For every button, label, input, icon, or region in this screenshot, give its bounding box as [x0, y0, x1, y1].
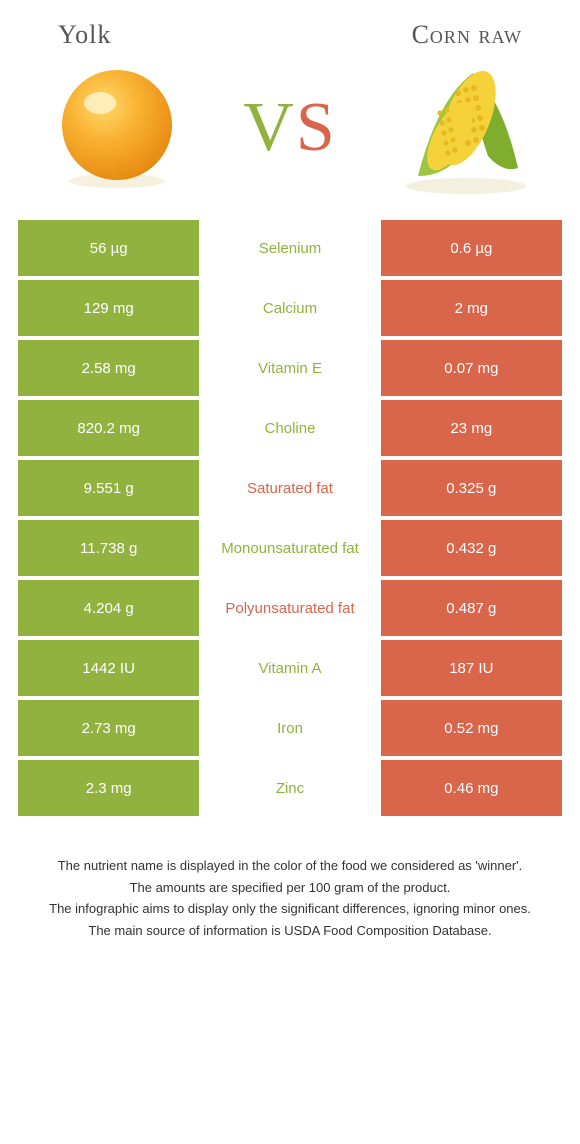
left-value: 2.73 mg	[18, 700, 199, 756]
nutrient-label: Choline	[199, 400, 380, 456]
nutrient-label: Polyunsaturated fat	[199, 580, 380, 636]
table-row: 2.58 mgVitamin E0.07 mg	[18, 340, 562, 396]
footer-line-3: The infographic aims to display only the…	[28, 899, 552, 919]
infographic-container: Yolk Corn raw VS	[0, 0, 580, 940]
comparison-table: 56 µgSelenium0.6 µg129 mgCalcium2 mg2.58…	[18, 220, 562, 816]
table-row: 11.738 gMonounsaturated fat0.432 g	[18, 520, 562, 576]
right-value: 0.07 mg	[381, 340, 562, 396]
images-row: VS	[18, 58, 562, 198]
vs-label: VS	[243, 88, 337, 168]
table-row: 129 mgCalcium2 mg	[18, 280, 562, 336]
right-value: 0.432 g	[381, 520, 562, 576]
nutrient-label: Monounsaturated fat	[199, 520, 380, 576]
right-value: 23 mg	[381, 400, 562, 456]
left-value: 2.3 mg	[18, 760, 199, 816]
nutrient-label: Vitamin E	[199, 340, 380, 396]
left-value: 9.551 g	[18, 460, 199, 516]
right-value: 0.487 g	[381, 580, 562, 636]
footer-line-1: The nutrient name is displayed in the co…	[28, 856, 552, 876]
corn-image	[388, 58, 538, 198]
nutrient-label: Selenium	[199, 220, 380, 276]
right-value: 0.52 mg	[381, 700, 562, 756]
nutrient-label: Iron	[199, 700, 380, 756]
table-row: 820.2 mgCholine23 mg	[18, 400, 562, 456]
left-value: 1442 IU	[18, 640, 199, 696]
nutrient-label: Zinc	[199, 760, 380, 816]
vs-v: V	[243, 89, 296, 166]
left-value: 2.58 mg	[18, 340, 199, 396]
right-title: Corn raw	[412, 20, 522, 50]
table-row: 4.204 gPolyunsaturated fat0.487 g	[18, 580, 562, 636]
corn-icon	[388, 58, 538, 198]
nutrient-label: Calcium	[199, 280, 380, 336]
nutrient-label: Vitamin A	[199, 640, 380, 696]
right-value: 0.46 mg	[381, 760, 562, 816]
left-value: 11.738 g	[18, 520, 199, 576]
right-value: 187 IU	[381, 640, 562, 696]
yolk-icon	[52, 63, 182, 193]
footer-line-2: The amounts are specified per 100 gram o…	[28, 878, 552, 898]
left-value: 56 µg	[18, 220, 199, 276]
yolk-image	[42, 58, 192, 198]
right-value: 0.325 g	[381, 460, 562, 516]
table-row: 9.551 gSaturated fat0.325 g	[18, 460, 562, 516]
table-row: 1442 IUVitamin A187 IU	[18, 640, 562, 696]
header-row: Yolk Corn raw	[18, 20, 562, 50]
right-value: 2 mg	[381, 280, 562, 336]
left-value: 820.2 mg	[18, 400, 199, 456]
left-title: Yolk	[58, 20, 111, 50]
nutrient-label: Saturated fat	[199, 460, 380, 516]
vs-s: S	[296, 89, 337, 166]
table-row: 56 µgSelenium0.6 µg	[18, 220, 562, 276]
left-value: 129 mg	[18, 280, 199, 336]
table-row: 2.73 mgIron0.52 mg	[18, 700, 562, 756]
footer-notes: The nutrient name is displayed in the co…	[18, 816, 562, 940]
table-row: 2.3 mgZinc0.46 mg	[18, 760, 562, 816]
footer-line-4: The main source of information is USDA F…	[28, 921, 552, 941]
right-value: 0.6 µg	[381, 220, 562, 276]
left-value: 4.204 g	[18, 580, 199, 636]
